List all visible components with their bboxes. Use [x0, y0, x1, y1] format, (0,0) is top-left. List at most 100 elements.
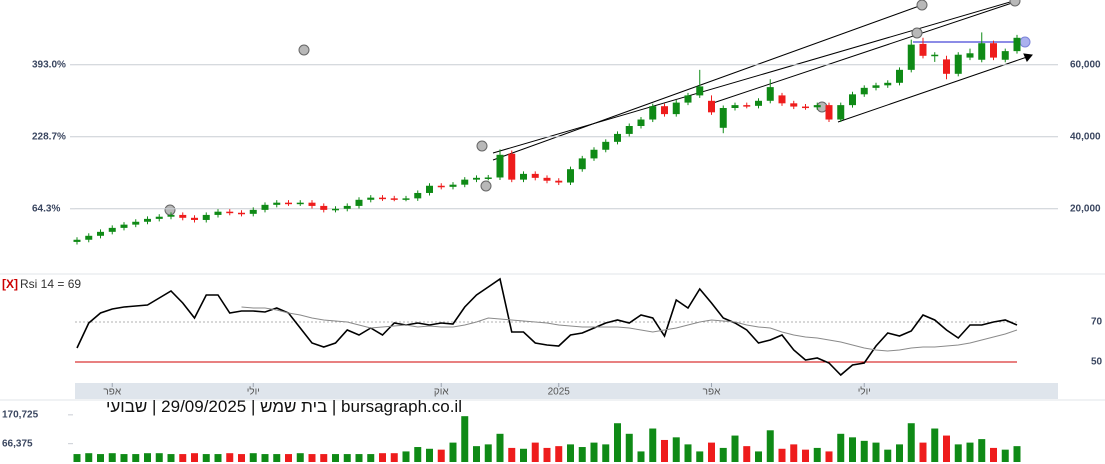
volume-bar: [813, 447, 821, 462]
y-tick-label: 20,000: [1070, 203, 1101, 214]
trendline: [837, 56, 1028, 123]
y-tick-label: 66,375: [2, 438, 33, 449]
volume-bar: [496, 433, 504, 462]
candle-body: [273, 202, 281, 205]
marker: [476, 140, 488, 152]
volume-bar: [896, 444, 903, 462]
y2-tick-label: 393.0%: [32, 59, 66, 70]
volume-bar: [872, 442, 880, 462]
volume-bar: [484, 444, 492, 462]
volume-bar: [802, 449, 809, 462]
candle-body: [696, 86, 704, 96]
candle-body: [931, 54, 939, 57]
volume-bar: [108, 453, 116, 462]
candle-body: [390, 198, 398, 200]
candle-body: [320, 205, 328, 210]
candle-body: [414, 192, 422, 199]
candle-body: [1001, 51, 1009, 60]
candle-body: [872, 85, 880, 88]
candle-body: [308, 202, 316, 206]
candle-body: [367, 197, 375, 200]
candle-body: [461, 179, 469, 185]
marker: [298, 44, 310, 56]
volume-bar: [543, 447, 551, 462]
x-tick-label: אוק: [434, 387, 449, 398]
candle-body: [402, 198, 410, 200]
volume-bar: [954, 444, 962, 462]
volume-bar: [990, 447, 997, 462]
candle-body: [73, 239, 81, 242]
candle-body: [708, 100, 715, 113]
volume-bar: [825, 451, 833, 462]
volume-bar: [931, 428, 939, 462]
candle-body: [625, 126, 633, 134]
marker: [164, 204, 176, 216]
candle-body: [778, 95, 786, 104]
y-tick-label: 50: [1091, 357, 1103, 368]
candle-body: [120, 224, 128, 228]
volume-bar: [637, 451, 645, 462]
volume-bar: [672, 437, 680, 462]
volume-bar: [179, 454, 187, 462]
x-tick-label: יולי: [858, 386, 871, 398]
candle-body: [379, 197, 386, 200]
volume-bar: [1013, 446, 1021, 462]
volume-bar: [602, 444, 610, 462]
y-tick-label: 40,000: [1070, 131, 1101, 142]
candle-body: [132, 221, 140, 225]
volume-bar: [614, 423, 621, 462]
volume-bar: [590, 442, 598, 462]
candle-body: [802, 106, 809, 109]
x-tick-label: אפר: [703, 387, 721, 398]
candle-body: [755, 100, 762, 106]
candle-body: [837, 105, 845, 120]
x-tick-label: יולי: [247, 386, 260, 398]
volume-bar: [625, 433, 633, 462]
candle-body: [449, 184, 457, 187]
volume-bar: [226, 453, 234, 462]
volume-bar: [449, 442, 457, 462]
volume-bar: [860, 440, 868, 462]
candle-body: [97, 231, 104, 236]
candle-body: [943, 59, 950, 74]
trendlines: [492, 0, 1033, 161]
candle-body: [649, 106, 657, 120]
candle-body: [578, 158, 586, 170]
candle-body: [332, 208, 339, 211]
volume-bar: [273, 454, 281, 462]
candle-body: [743, 105, 751, 107]
candle-body: [1013, 37, 1021, 52]
candle-body: [567, 169, 574, 183]
volume-bar: [155, 453, 163, 462]
volume-bar: [966, 442, 974, 462]
candle-body: [990, 43, 997, 58]
candle-body: [108, 227, 116, 232]
candle-body: [226, 211, 234, 214]
candle-body: [484, 177, 492, 179]
candle-body: [543, 177, 551, 181]
candle-body: [249, 209, 257, 214]
candle-body: [614, 133, 621, 142]
volume-bar: [367, 454, 375, 462]
rsi-line: [241, 306, 1018, 352]
candle-body: [214, 211, 222, 215]
volume-bar: [191, 453, 198, 462]
marker: [911, 27, 923, 39]
volume-bar: [766, 430, 774, 462]
volume-bar: [778, 448, 786, 462]
volume-bar: [731, 435, 739, 462]
volume-bar: [790, 444, 798, 462]
candle-body: [602, 141, 610, 150]
indicator-close: [X]: [2, 277, 18, 291]
volume-bar: [402, 451, 410, 462]
volume-bar: [684, 444, 692, 462]
candle-body: [285, 202, 292, 205]
volume-bar: [661, 439, 668, 462]
candle-body: [238, 212, 245, 215]
candle-body: [919, 43, 927, 56]
volume-bar: [508, 447, 516, 462]
volume-bar: [884, 449, 892, 462]
volume-bar: [249, 453, 257, 462]
y-tick-label: 170,725: [2, 409, 39, 420]
